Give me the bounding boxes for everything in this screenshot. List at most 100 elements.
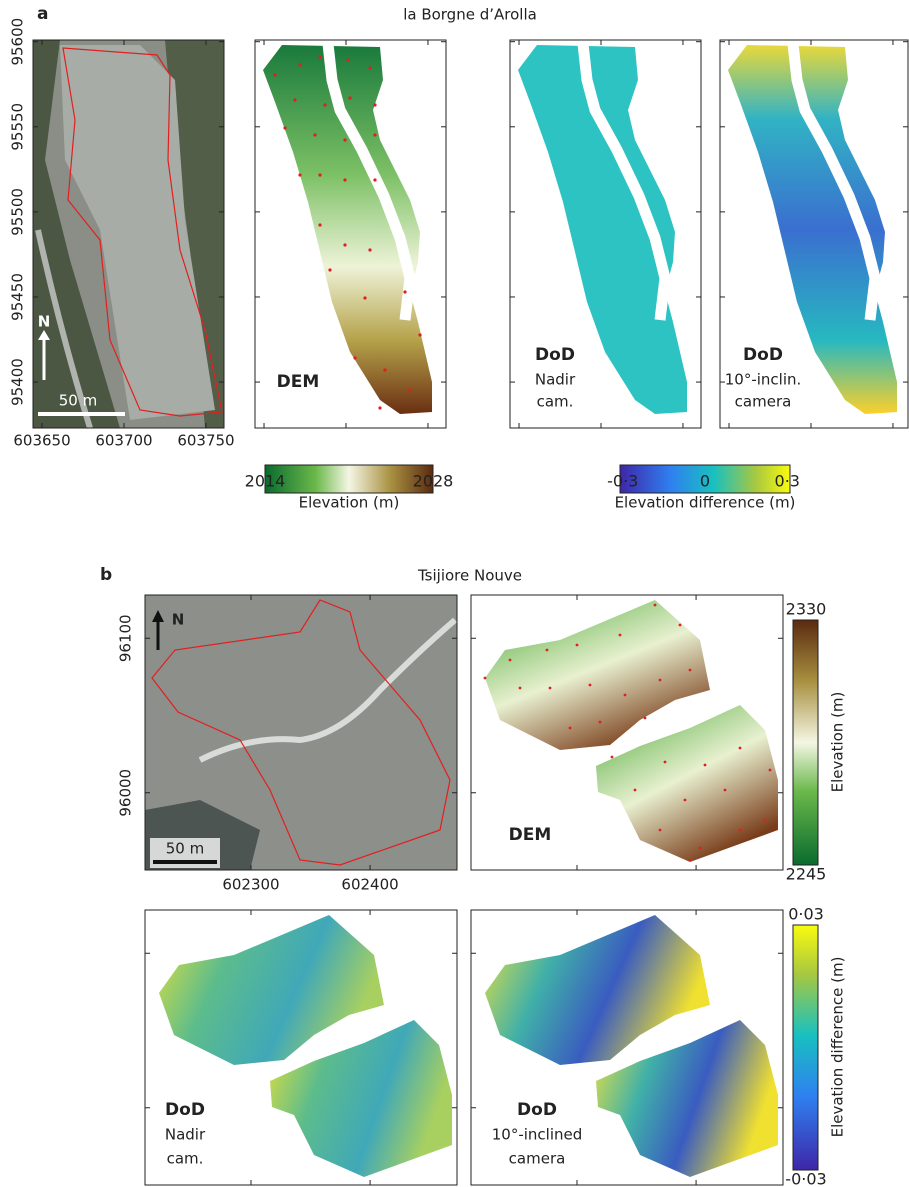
x-tick-label: 603650 bbox=[13, 432, 70, 450]
elevation-colorbar bbox=[264, 464, 434, 494]
elevation-colorbar bbox=[792, 619, 819, 866]
colorbar-tick-label: 2330 bbox=[786, 600, 827, 619]
dod-subtitle: camera bbox=[509, 1150, 566, 1168]
control-point bbox=[658, 678, 662, 682]
control-point bbox=[343, 138, 347, 142]
control-point bbox=[373, 133, 377, 137]
panel-frame bbox=[470, 909, 784, 1186]
panel-frame bbox=[470, 594, 784, 871]
x-tick-label: 602300 bbox=[222, 876, 279, 894]
colorbar-label: Elevation difference (m) bbox=[829, 957, 847, 1138]
dod-title: DoD bbox=[535, 345, 575, 365]
control-point bbox=[610, 755, 614, 759]
vegetation bbox=[33, 40, 120, 428]
control-point bbox=[683, 798, 687, 802]
control-point bbox=[643, 716, 647, 720]
control-point bbox=[363, 296, 367, 300]
control-point bbox=[368, 248, 372, 252]
control-point bbox=[653, 603, 657, 607]
survey-outline bbox=[151, 599, 451, 866]
road bbox=[35, 229, 93, 429]
y-tick-label: 96000 bbox=[117, 769, 135, 817]
colorbar-tick-label: -0·03 bbox=[785, 1170, 826, 1187]
control-point bbox=[293, 98, 297, 102]
control-point bbox=[688, 668, 692, 672]
panel-title: la Borgne d’Arolla bbox=[403, 6, 537, 24]
dem-label: DEM bbox=[277, 372, 320, 392]
dod-subtitle: Nadir bbox=[165, 1126, 206, 1144]
control-point bbox=[328, 268, 332, 272]
colorbar-tick-label: 2014 bbox=[245, 472, 286, 491]
control-point bbox=[588, 683, 592, 687]
control-point bbox=[623, 693, 627, 697]
colorbar-tick-label: 2028 bbox=[413, 472, 454, 491]
control-point bbox=[318, 173, 322, 177]
north-label: N bbox=[38, 313, 51, 331]
dod-title: DoD bbox=[517, 1100, 557, 1120]
dem-map bbox=[485, 600, 778, 862]
panel-label: a bbox=[37, 4, 48, 24]
scale-bar-label: 50 m bbox=[59, 392, 97, 410]
control-point bbox=[403, 290, 407, 294]
colorbar-tick-label: -0·3 bbox=[607, 472, 638, 491]
dod-subtitle: 10°-inclined bbox=[492, 1126, 583, 1144]
control-point bbox=[298, 173, 302, 177]
control-point bbox=[323, 103, 327, 107]
control-point bbox=[738, 828, 742, 832]
control-point bbox=[598, 720, 602, 724]
control-point bbox=[633, 788, 637, 792]
dod-title: DoD bbox=[743, 345, 783, 365]
dod-subtitle: cam. bbox=[537, 393, 574, 411]
control-point bbox=[688, 858, 692, 862]
control-point bbox=[658, 828, 662, 832]
control-point bbox=[548, 686, 552, 690]
colorbar-tick-label: 0·3 bbox=[775, 472, 800, 491]
dem-map bbox=[263, 44, 432, 414]
control-point bbox=[368, 66, 372, 70]
stream bbox=[198, 617, 457, 763]
panel-frame bbox=[144, 594, 458, 871]
control-point bbox=[348, 96, 352, 100]
control-point bbox=[343, 178, 347, 182]
difference-colorbar bbox=[619, 464, 791, 494]
panel-title: Tsijiore Nouve bbox=[417, 567, 522, 585]
control-point bbox=[508, 658, 512, 662]
panel-frame bbox=[719, 39, 909, 429]
control-point bbox=[575, 643, 579, 647]
dod-title: DoD bbox=[165, 1100, 205, 1120]
dod-subtitle: Nadir bbox=[535, 371, 576, 389]
control-point bbox=[346, 58, 350, 62]
vegetation bbox=[165, 40, 224, 428]
control-points bbox=[483, 603, 772, 862]
control-points bbox=[273, 55, 422, 410]
control-point bbox=[318, 55, 322, 59]
control-point bbox=[318, 223, 322, 227]
panel-frame bbox=[509, 39, 702, 429]
control-point bbox=[768, 768, 772, 772]
control-point bbox=[408, 388, 412, 392]
x-tick-label: 603750 bbox=[177, 432, 234, 450]
control-point bbox=[353, 356, 357, 360]
panel-frame bbox=[254, 39, 447, 429]
colorbar-tick-label: 0 bbox=[700, 472, 710, 491]
control-point bbox=[313, 133, 317, 137]
survey-outline bbox=[62, 47, 223, 417]
control-point bbox=[763, 818, 767, 822]
control-point bbox=[298, 63, 302, 67]
colorbar-tick-label: 2245 bbox=[786, 865, 827, 884]
control-point bbox=[738, 746, 742, 750]
x-tick-label: 603700 bbox=[95, 432, 152, 450]
difference-colorbar bbox=[792, 924, 819, 1171]
y-tick-label: 95450 bbox=[9, 273, 27, 321]
panel-frame bbox=[32, 39, 225, 429]
control-point bbox=[373, 178, 377, 182]
control-point bbox=[418, 333, 422, 337]
y-tick-label: 96100 bbox=[117, 614, 135, 662]
control-point bbox=[373, 103, 377, 107]
y-tick-label: 95500 bbox=[9, 188, 27, 236]
colorbar-label: Elevation (m) bbox=[829, 692, 847, 793]
control-point bbox=[283, 126, 287, 130]
colorbar-tick-label: 0·03 bbox=[788, 905, 824, 924]
colorbar-label: Elevation (m) bbox=[299, 494, 400, 512]
control-point bbox=[273, 73, 277, 77]
